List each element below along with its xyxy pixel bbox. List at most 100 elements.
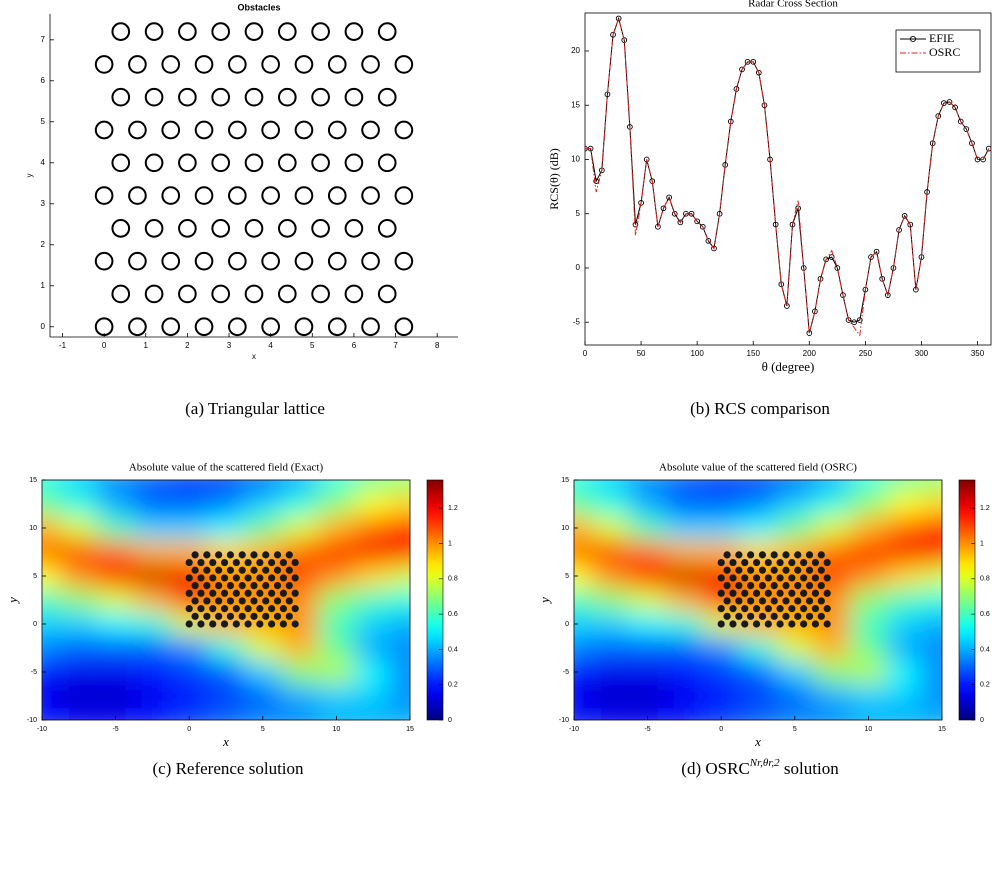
heatmap-cell — [702, 684, 741, 709]
obstacle — [203, 597, 211, 605]
heatmap-cell — [42, 660, 61, 685]
obstacle-circle — [94, 317, 114, 337]
obstacle — [817, 582, 825, 590]
heatmap-cell — [318, 636, 356, 661]
heatmap-cell — [850, 684, 888, 709]
x-tick-label: 0 — [102, 341, 107, 350]
obstacle-circle — [394, 55, 414, 74]
obstacle — [232, 558, 240, 567]
obstacle — [752, 574, 761, 582]
obstacle-circle — [161, 251, 181, 271]
heatmap-cell — [592, 480, 630, 493]
heatmap-cell — [850, 708, 888, 720]
heatmap-cell — [886, 492, 925, 517]
obstacle — [285, 566, 293, 574]
colorbar-tick-label: 1 — [448, 540, 452, 547]
series-line — [585, 16, 990, 337]
legend-label: EFIE — [929, 31, 954, 45]
series-marker — [834, 265, 841, 271]
heatmap-cell — [886, 708, 925, 720]
heatmap-cell — [354, 612, 393, 637]
obstacle — [285, 597, 293, 605]
obstacle — [782, 582, 790, 590]
obstacle — [776, 605, 784, 613]
obstacle — [747, 612, 755, 620]
heatmap-cell — [776, 660, 814, 685]
heatmap-cell — [354, 684, 393, 709]
obstacle — [244, 605, 252, 613]
x-axis-label: θ (degree) — [762, 359, 815, 374]
obstacle — [752, 605, 761, 613]
obstacle — [817, 551, 825, 559]
obstacle — [215, 597, 223, 605]
obstacle — [729, 620, 737, 628]
obstacle — [770, 551, 778, 559]
heatmap-cell — [134, 588, 172, 613]
obstacle — [823, 589, 831, 597]
series-marker — [694, 218, 701, 225]
series-marker — [840, 292, 846, 298]
y-tick-label: 0 — [565, 621, 569, 628]
obstacle — [285, 612, 293, 620]
heatmap-cell — [42, 708, 61, 720]
heatmap-cell — [629, 540, 667, 565]
obstacle-circle — [377, 87, 397, 107]
heatmap-cell — [850, 660, 888, 685]
heatmap-cell — [60, 540, 98, 565]
obstacle — [256, 574, 264, 582]
obstacle-circle — [361, 120, 380, 140]
heatmap-cell — [134, 684, 172, 709]
heatmap-cell — [170, 480, 209, 493]
heatmap-cell — [97, 588, 135, 613]
x-tick-label: -1 — [59, 341, 67, 350]
series-marker — [952, 104, 958, 111]
heatmap-cell — [629, 516, 667, 541]
series-marker — [660, 205, 667, 212]
obstacle — [717, 589, 725, 597]
heatmap-cell — [629, 708, 667, 720]
heatmap-cell — [97, 516, 135, 541]
obstacle — [764, 620, 772, 628]
obstacle — [729, 589, 737, 597]
colorbar-tick-label: 0.8 — [448, 576, 458, 583]
obstacle-circle — [294, 55, 314, 74]
obstacle-circle — [394, 251, 414, 271]
x-tick-label: 3 — [227, 341, 232, 350]
heatmap-cell — [244, 492, 282, 517]
obstacle-circle — [161, 317, 181, 337]
heatmap-cell — [170, 684, 209, 709]
axes — [49, 14, 458, 338]
obstacle-circle — [361, 251, 380, 271]
obstacle-circle — [327, 251, 347, 271]
obstacle — [764, 605, 772, 613]
obstacle-circle — [294, 251, 314, 271]
heatmap-cell — [391, 588, 410, 613]
heatmap-cell — [739, 480, 777, 493]
y-tick-label: -5 — [31, 669, 37, 676]
obstacle — [776, 558, 784, 567]
x-tick-label: 300 — [915, 349, 929, 358]
obstacle-circle — [327, 120, 347, 140]
series-marker — [845, 317, 852, 323]
obstacle-circle — [244, 87, 264, 107]
obstacle — [279, 558, 288, 567]
obstacle-circle — [211, 153, 231, 173]
obstacle — [723, 551, 731, 559]
heatmap-cell — [923, 684, 942, 709]
obstacle-circle — [244, 22, 264, 41]
obstacle-circle — [161, 55, 181, 74]
obstacle — [250, 582, 258, 590]
obstacle-circle — [244, 153, 264, 173]
heatmap-cell — [592, 708, 630, 720]
obstacle — [811, 620, 820, 628]
obstacle — [717, 620, 725, 628]
heatmap-cell — [666, 516, 704, 541]
series-marker — [671, 210, 678, 217]
obstacle-circle — [144, 153, 164, 173]
heatmap-cell — [281, 492, 319, 517]
heatmap-cell — [97, 480, 135, 493]
obstacle — [197, 589, 205, 597]
obstacle — [747, 551, 755, 559]
heatmap-cell — [739, 684, 777, 709]
panel: Obstacles x y (a) Triangular lattice -1 0 1 2 3 4… — [25, 2, 458, 418]
